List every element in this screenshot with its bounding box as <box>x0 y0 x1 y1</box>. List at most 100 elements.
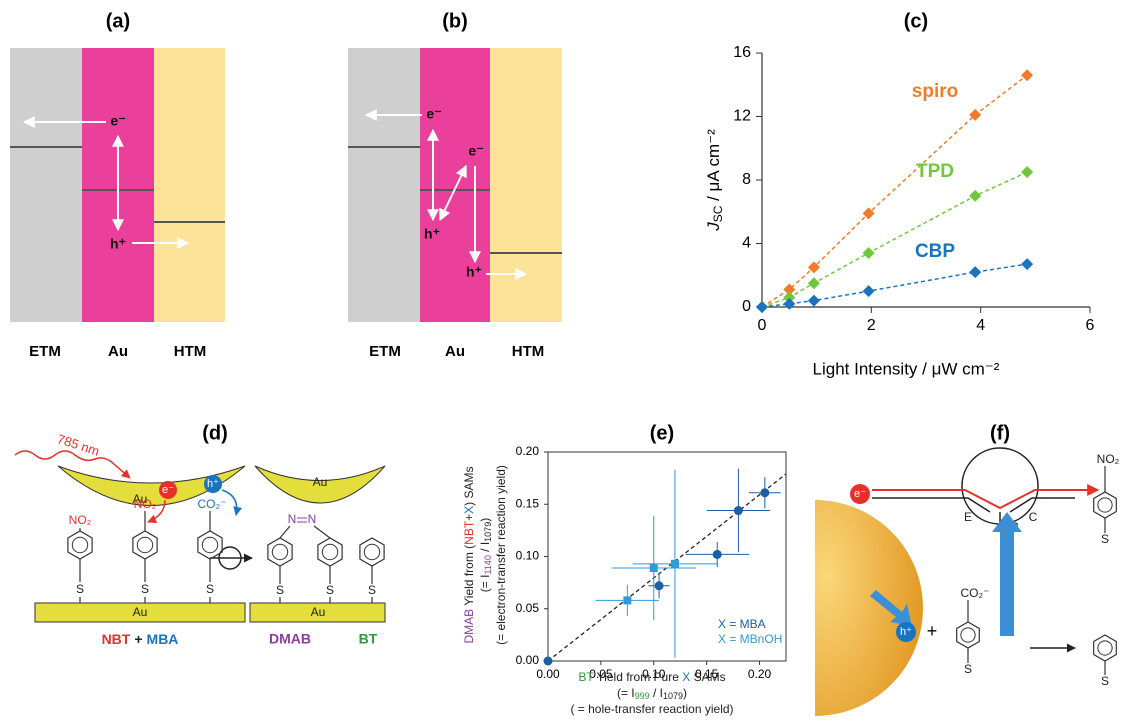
y-label-part: (= I <box>478 575 492 593</box>
panel-d: (d) Au 785 nm e⁻ h⁺ NO₂ NO₂ CO₂⁻ Au NBT+… <box>15 422 385 646</box>
data-point <box>969 266 981 278</box>
sulfur: S <box>276 583 284 597</box>
electron: e⁻ <box>162 484 174 496</box>
hole: h⁺ <box>110 236 126 252</box>
benzene-ring <box>1094 635 1117 661</box>
x-label-part: ( = hole-transfer reaction yield) <box>570 702 733 716</box>
benzene-ring <box>72 537 87 552</box>
electron: e⁻ <box>468 143 483 159</box>
panel-label: (d) <box>202 422 228 444</box>
benzene-ring <box>137 537 152 552</box>
x-axis-label: (= I999 / I1079) <box>617 686 687 701</box>
data-point <box>623 596 631 604</box>
bond <box>280 526 290 538</box>
carboxylate: CO₂⁻ <box>961 586 990 600</box>
data-point <box>713 550 722 559</box>
x-label-part: BT <box>578 670 594 684</box>
au-label: Au <box>313 475 328 489</box>
layer-label: ETM <box>369 343 401 360</box>
panel-label: (b) <box>442 10 468 32</box>
x-label-part: ) <box>683 686 687 700</box>
panel-f: (f) e⁻ E C B NO₂ S h⁺ + CO₂⁻ S S <box>815 422 1120 716</box>
y-tick-label: 0.15 <box>516 496 540 510</box>
x-label-part: SAMs <box>690 670 725 684</box>
data-point <box>760 488 769 497</box>
terminal: E <box>964 510 972 524</box>
x-label-part: 1079 <box>663 691 683 701</box>
x-label-part: X <box>682 670 690 684</box>
au-layer <box>420 48 490 322</box>
chart-title: (e) <box>650 422 674 444</box>
benzene-ring <box>198 531 222 559</box>
y-tick-label: 0 <box>742 298 751 315</box>
series-label: CBP <box>915 241 955 262</box>
x-label-part: / I <box>650 686 663 700</box>
data-point <box>1021 69 1033 81</box>
data-point <box>734 506 743 515</box>
electron: e⁻ <box>426 106 441 122</box>
bond <box>314 526 330 538</box>
data-point <box>671 560 679 568</box>
layer-label: HTM <box>512 343 545 360</box>
nitro: NO₂ <box>134 497 157 511</box>
electron: e⁻ <box>110 113 125 129</box>
y-label-part: / μA cm⁻² <box>704 129 723 206</box>
x-tick-label: 0.20 <box>748 667 772 681</box>
data-point <box>969 190 981 202</box>
y-tick-label: 8 <box>742 171 751 188</box>
x-tick-label: 2 <box>867 317 876 334</box>
layer-label: ETM <box>29 343 61 360</box>
series-label: TPD <box>916 161 954 182</box>
y-tick-label: 0.00 <box>516 653 540 667</box>
chart-title: (c) <box>904 10 928 32</box>
azo: N <box>308 512 317 526</box>
x-tick-label: 4 <box>976 317 985 334</box>
benzene-ring <box>272 544 287 559</box>
au-label: Au <box>133 605 148 619</box>
data-point <box>863 247 875 259</box>
hole: h⁺ <box>466 264 482 280</box>
nitro: NO₂ <box>69 513 92 527</box>
benzene-ring <box>961 628 975 642</box>
x-label-part: 999 <box>635 691 650 701</box>
benzene-ring <box>133 531 157 559</box>
benzene-ring <box>1098 498 1112 512</box>
y-label-part: DMAB <box>462 609 476 644</box>
y-label-part: Yield from ( <box>462 545 476 609</box>
benzene-ring <box>68 531 92 559</box>
series-line <box>762 264 1027 307</box>
data-point <box>863 285 875 297</box>
y-tick-label: 12 <box>733 108 751 125</box>
data-point <box>544 657 553 666</box>
etm-layer <box>348 48 420 322</box>
y-axis-label: (= electron-transfer reaction yield) <box>494 465 508 645</box>
plus: + <box>927 621 938 641</box>
x-axis-label: ( = hole-transfer reaction yield) <box>570 702 733 716</box>
benzene-ring <box>360 538 384 566</box>
x-axis-label: Light Intensity / μW cm⁻² <box>813 359 1000 378</box>
layer-label: Au <box>445 343 465 360</box>
electron: e⁻ <box>854 488 866 500</box>
y-label-part: ) SAMs <box>462 466 476 505</box>
y-label-part: NBT <box>462 520 476 545</box>
sulfur: S <box>964 662 972 676</box>
reactant: MBA <box>147 631 179 647</box>
azo: N <box>288 512 297 526</box>
y-label-part: J <box>704 222 723 232</box>
x-axis-label: BT Yield from Pure X SAMs <box>578 670 725 684</box>
product: BT <box>359 631 378 647</box>
reactants: NBT+MBA <box>102 631 179 647</box>
y-label-part: + <box>462 514 476 521</box>
x-label-part: Yield from Pure <box>594 670 683 684</box>
layer-label: Au <box>108 343 128 360</box>
sulfur: S <box>76 582 84 596</box>
sulfur: S <box>368 583 376 597</box>
sulfur: S <box>141 582 149 596</box>
x-tick-label: 0.00 <box>536 667 560 681</box>
y-label-part: (= electron-transfer reaction yield) <box>494 465 508 645</box>
nitro: NO₂ <box>1097 452 1120 466</box>
etm-layer <box>10 48 82 322</box>
data-point <box>650 564 658 572</box>
y-axis-label: JSC / μA cm⁻² <box>704 129 725 232</box>
benzene-ring <box>1098 641 1112 655</box>
